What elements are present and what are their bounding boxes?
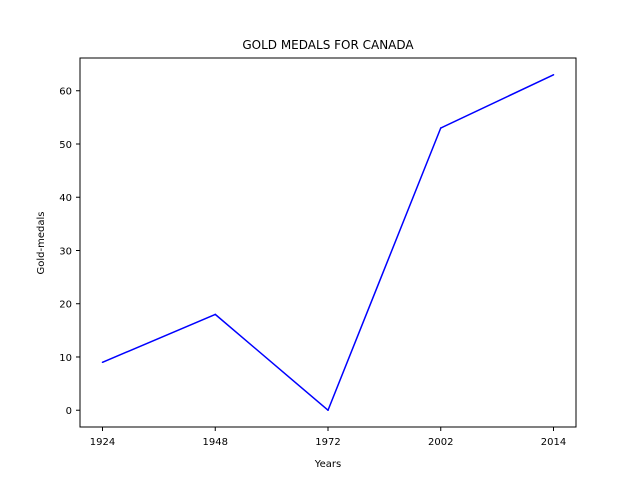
y-tick-label: 60 xyxy=(59,87,72,98)
data-point xyxy=(552,74,555,76)
y-tick-label: 10 xyxy=(59,353,72,364)
x-tick-label: 2002 xyxy=(428,437,453,448)
x-tick-label: 1924 xyxy=(90,437,115,448)
series-line xyxy=(102,74,554,411)
x-axis-label: Years xyxy=(314,459,341,470)
data-point xyxy=(214,313,216,316)
y-tick-label: 20 xyxy=(59,300,72,311)
x-tick-label: 1948 xyxy=(203,437,228,448)
x-tick-label: 2014 xyxy=(541,437,566,448)
y-tick-label: 40 xyxy=(59,193,72,204)
y-axis: 0 10 20 30 40 50 60 xyxy=(59,87,80,417)
x-tick-label: 1972 xyxy=(315,437,340,448)
y-tick-label: 30 xyxy=(59,246,72,257)
y-tick-label: 50 xyxy=(59,140,72,151)
y-axis-label: Gold-medals xyxy=(36,212,47,275)
chart-title: GOLD MEDALS FOR CANADA xyxy=(242,38,414,52)
data-point xyxy=(327,409,329,411)
x-axis: 1924 1948 1972 2002 2014 xyxy=(90,427,566,448)
series-layer xyxy=(101,74,555,411)
data-point xyxy=(101,361,104,364)
data-point xyxy=(440,127,442,129)
plot-area xyxy=(79,57,577,428)
y-tick-label: 0 xyxy=(66,406,72,417)
plot-frame xyxy=(79,57,577,428)
